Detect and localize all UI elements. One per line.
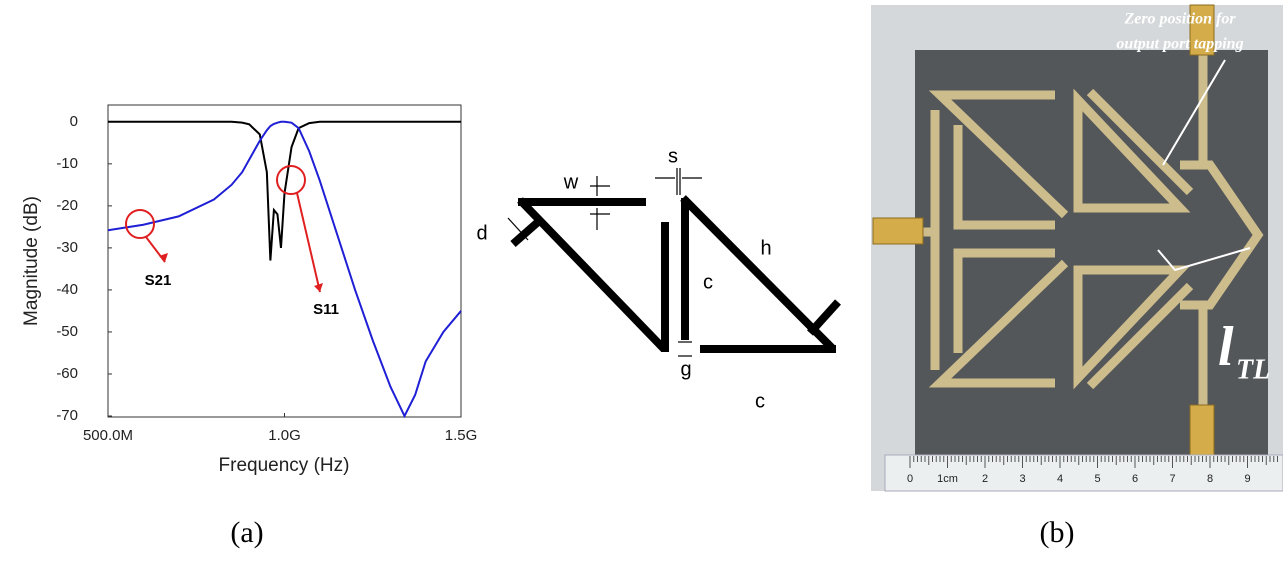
ruler-label: 3: [1019, 473, 1025, 485]
length-symbol: l: [1218, 316, 1234, 378]
ruler-label: 8: [1207, 473, 1213, 485]
y-tick-label: 0: [70, 113, 78, 130]
dim-label: w: [563, 171, 579, 193]
x-tick-label: 1.5G: [445, 427, 478, 444]
y-tick-label: -60: [56, 365, 78, 382]
resonator-diagram: w s d h c c g: [476, 145, 838, 412]
dim-label: s: [668, 145, 678, 167]
series-label: S21: [145, 272, 172, 289]
dim-label: d: [476, 222, 487, 244]
plot-frame: [108, 105, 461, 417]
annotation: output port tapping: [1116, 36, 1243, 53]
y-tick-label: -30: [56, 239, 78, 256]
page: Magnitude (dB) Frequency (Hz) w s d h c …: [0, 0, 1283, 558]
ruler-label: 1cm: [937, 473, 958, 485]
x-tick-label: 1.0G: [268, 427, 301, 444]
ruler-label: 9: [1244, 473, 1250, 485]
y-axis-label: Magnitude (dB): [21, 196, 42, 326]
y-tick-label: -50: [56, 323, 78, 340]
caption: (a): [230, 516, 263, 549]
ruler-label: 6: [1132, 473, 1138, 485]
ruler-label: 2: [982, 473, 988, 485]
series-label: S11: [313, 301, 339, 318]
annotation-arrow: [297, 193, 320, 292]
series-line: [108, 122, 461, 416]
x-tick-label: 500.0M: [83, 427, 133, 444]
ruler-label: 0: [907, 473, 913, 485]
figure: Magnitude (dB) Frequency (Hz) w s d h c …: [0, 0, 1283, 558]
dim-label: g: [680, 358, 691, 380]
dim-label: h: [760, 237, 771, 259]
y-tick-label: -70: [56, 407, 78, 424]
pcb-photo: Zero position for output port tapping l …: [871, 5, 1283, 491]
annotation: Zero position for: [1123, 11, 1236, 28]
ruler-label: 5: [1094, 473, 1100, 485]
dim-label: c: [703, 271, 713, 293]
ruler-label: 4: [1057, 473, 1063, 485]
series-line: [108, 122, 461, 261]
y-tick-label: -40: [56, 281, 78, 298]
annotation-circle: [277, 166, 305, 194]
y-tick-label: -20: [56, 197, 78, 214]
caption: (b): [1040, 516, 1075, 549]
y-tick-label: -10: [56, 155, 78, 172]
ruler-label: 7: [1169, 473, 1175, 485]
dim-label: c: [755, 390, 765, 412]
x-axis-label: Frequency (Hz): [219, 455, 350, 476]
length-subscript: TL: [1236, 354, 1270, 385]
